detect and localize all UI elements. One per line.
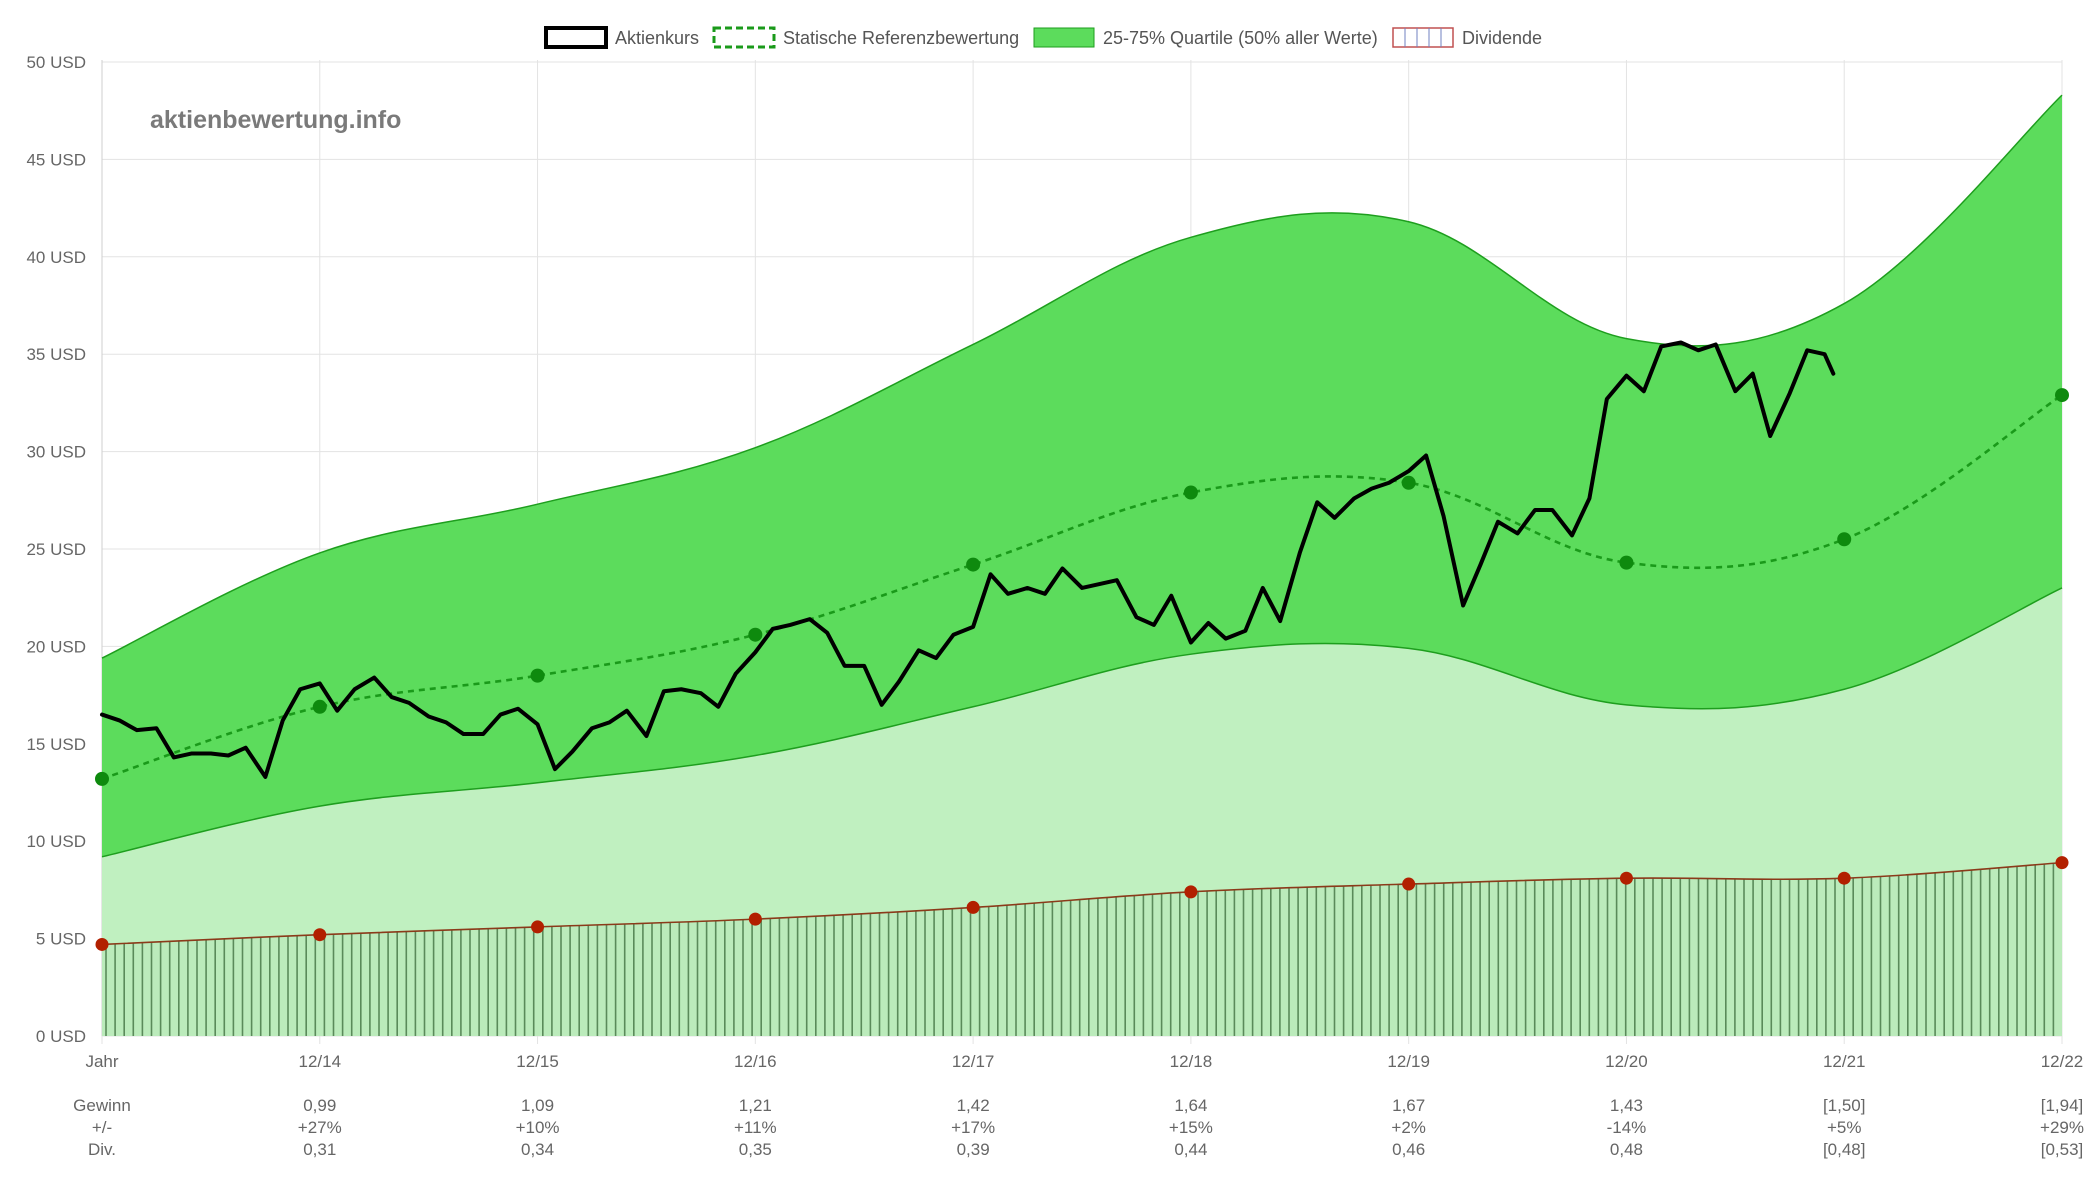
x-tick-label: 12/21 [1823,1052,1866,1071]
quartile-area [102,95,2062,857]
reference-valuation-line [101,394,2063,781]
x-tick-label: 12/15 [516,1052,559,1071]
table-cell: +17% [951,1118,995,1137]
table-cell: +5% [1827,1118,1862,1137]
y-tick-label: 5 USD [36,930,86,949]
dividend-point [966,900,980,914]
table-cell: +27% [298,1118,342,1137]
table-row-label: Div. [88,1140,116,1159]
y-axis: 0 USD 5 USD 10 USD 15 USD 20 USD 25 USD 30 USD… [26,53,86,1046]
x-tick-label: 12/20 [1605,1052,1648,1071]
legend-label-reference: Statische Referenzbewertung [783,28,1019,48]
x-tick-label: 12/16 [734,1052,777,1071]
dividend-point [531,920,545,934]
table-cell: 0,44 [1174,1140,1207,1159]
table-cell: 1,43 [1610,1096,1643,1115]
legend: Aktienkurs Statische Referenzbewertung 2… [544,26,1542,49]
x-tick-label: 12/17 [952,1052,995,1071]
reference-point [312,699,327,714]
table-cell: +29% [2040,1118,2084,1137]
dividend-point [748,912,762,926]
y-tick-label: 45 USD [26,150,86,169]
watermark: aktienbewertung.info [150,106,401,134]
table-row-label: +/- [92,1118,112,1137]
y-tick-label: 15 USD [26,735,86,754]
legend-swatch-dividend[interactable] [1392,27,1454,48]
reference-point [95,771,109,786]
reference-point [1401,475,1416,490]
y-tick-label: 20 USD [26,637,86,656]
table-cell: 0,99 [303,1096,336,1115]
reference-point [1619,555,1634,570]
table-cell: 0,31 [303,1140,336,1159]
legend-swatch-price[interactable] [544,26,608,49]
table-cell: 0,34 [521,1140,554,1159]
x-tick-label: 12/19 [1387,1052,1430,1071]
table-cell: [0,48] [1823,1140,1866,1159]
table-cell: [0,53] [2041,1140,2084,1159]
series-points [95,388,2069,951]
y-tick-label: 30 USD [26,443,86,462]
y-tick-label: 50 USD [26,53,86,72]
dividend-point [2055,856,2069,870]
fundamentals-table: Gewinn 0,99 1,09 1,21 1,42 1,64 1,67 1,43 [1,50]… [73,1096,2084,1159]
reference-point [748,627,763,642]
legend-swatch-reference[interactable] [712,26,776,49]
table-cell: +10% [516,1118,560,1137]
x-tick-label: 12/14 [299,1052,342,1071]
dividend-point [313,928,327,942]
legend-label-dividend: Dividende [1462,28,1542,48]
quartile-upper-line [101,94,2063,659]
table-cell: +15% [1169,1118,1213,1137]
series-lines [100,94,2063,946]
table-row-label: Gewinn [73,1096,131,1115]
table-cell: 0,35 [739,1140,772,1159]
table-cell: 1,64 [1174,1096,1207,1115]
x-tick-label: 12/22 [2041,1052,2084,1071]
reference-point [966,557,981,572]
y-tick-label: 40 USD [26,248,86,267]
quartile-lower-line [101,587,2063,858]
legend-swatch-quartile[interactable] [1033,27,1095,48]
dividend-point [1184,885,1198,899]
table-cell: +11% [734,1118,777,1137]
table-cell: 0,39 [957,1140,990,1159]
y-tick-label: 10 USD [26,832,86,851]
stock-price-line [100,340,1836,779]
table-cell: +2% [1391,1118,1426,1137]
dividend-fill [102,862,2062,1036]
dividend-line [101,861,2063,946]
reference-point [1183,485,1198,500]
table-cell: -14% [1607,1118,1647,1137]
table-cell: 0,48 [1610,1140,1643,1159]
legend-label-quartile: 25-75% Quartile (50% aller Werte) [1103,28,1378,48]
table-cell: [1,94] [2041,1096,2084,1115]
y-tick-label: 35 USD [26,345,86,364]
table-cell: 1,67 [1392,1096,1425,1115]
table-cell: [1,50] [1823,1096,1866,1115]
dividend-point [95,937,109,951]
y-tick-label: 0 USD [36,1027,86,1046]
reference-point [2055,388,2069,403]
reference-point [530,668,545,683]
dividend-point [1619,871,1633,885]
dividend-point [1402,877,1416,891]
x-tick-label: Jahr [85,1052,118,1071]
table-cell: 1,42 [957,1096,990,1115]
table-cell: 1,09 [521,1096,554,1115]
table-cell: 0,46 [1392,1140,1425,1159]
x-tick-label: 12/18 [1170,1052,1213,1071]
legend-label-price: Aktienkurs [615,28,699,48]
table-cell: 1,21 [739,1096,772,1115]
reference-point [1837,532,1852,547]
x-axis: Jahr 12/14 12/15 12/16 12/17 12/18 12/19 12/20 1… [85,1052,2083,1071]
y-tick-label: 25 USD [26,540,86,559]
dividend-point [1837,871,1851,885]
